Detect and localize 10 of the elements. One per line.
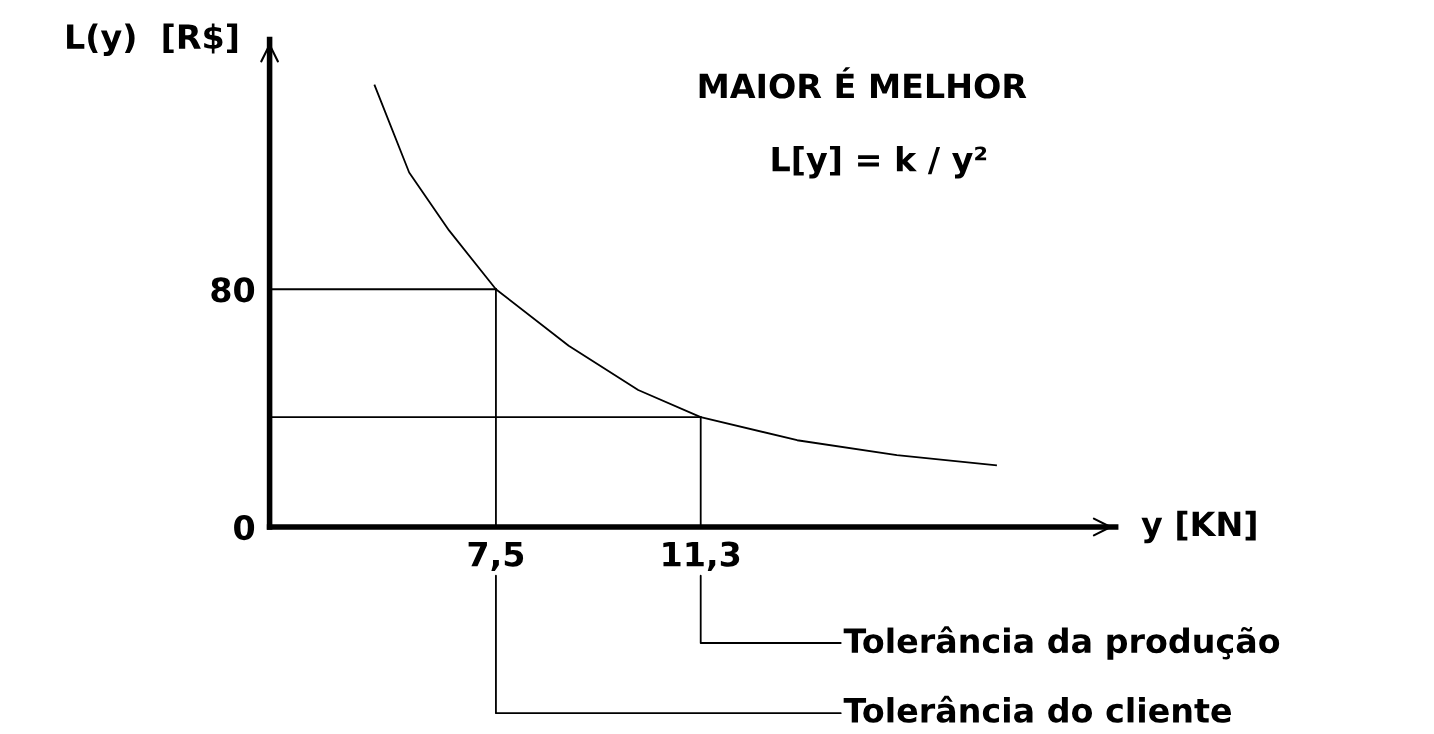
text: Tolerância do cliente <box>843 695 1231 723</box>
x-tick-label: 7,5 <box>468 541 524 571</box>
y-tick-label: 0 <box>234 514 255 541</box>
y-tick-label: 80 <box>211 277 255 303</box>
annotation: L[y] = k / y² <box>772 145 987 179</box>
text: MAIOR É MELHOR <box>699 67 1027 99</box>
x-tick-label: 11,3 <box>663 541 740 571</box>
x-axis-title: y [KN] <box>1141 510 1256 544</box>
y-axis-title: L(y) [R$] <box>67 23 238 56</box>
text: Tolerância da produção <box>843 626 1280 660</box>
